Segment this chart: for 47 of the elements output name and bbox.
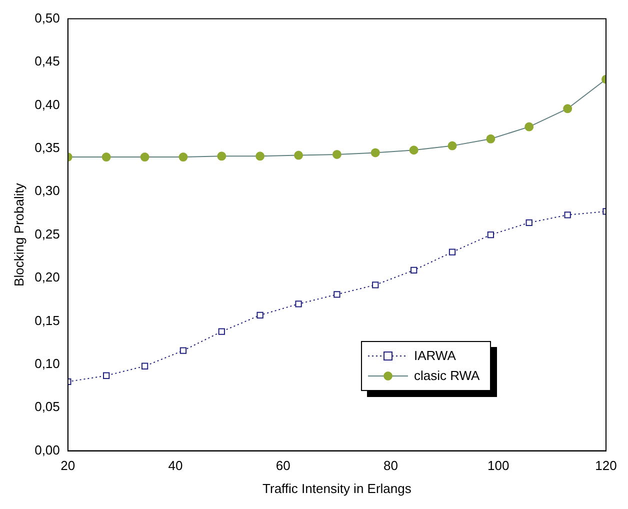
x-tick-label: 60 [276,458,290,474]
y-axis-title: Blocking Probality [11,182,26,286]
x-tick-label: 120 [595,458,617,474]
y-tick-label: 0,05 [34,399,60,414]
point [372,282,379,288]
legend-label: IARWA [414,348,456,364]
point [256,312,264,318]
y-tick-label: 0,50 [34,10,60,26]
point [332,150,342,159]
point [334,291,340,298]
y-tick-label: 0,25 [34,226,60,242]
point [294,150,304,160]
y-tick-label: 0,30 [34,183,60,198]
x-tick-label: 40 [168,458,183,474]
point [564,212,571,218]
y-tick-label: 0,00 [34,442,60,458]
legend-label: clasic RWA [414,368,480,384]
y-tick-label: 0,40 [34,96,60,112]
point [486,134,496,144]
x-tick-label: 100 [488,458,510,474]
y-tick-label: 0,20 [34,270,60,285]
point [410,266,418,274]
y-tick-label: 0,45 [34,54,60,69]
y-tick-label: 0,35 [34,140,60,155]
point [178,152,188,162]
y-tick-label: 0,15 [34,312,60,328]
point [141,362,148,370]
point [102,372,110,379]
point [448,248,456,256]
point [140,152,150,162]
point [524,122,534,132]
point [448,141,457,150]
point [102,152,111,162]
point [563,104,572,114]
x-axis-title: Traffic Intensity in Erlangs [262,480,412,496]
point [526,219,532,226]
y-tick-label: 0,10 [34,356,60,371]
point [180,347,187,354]
x-tick-label: 80 [384,458,398,474]
point [409,146,418,155]
point [217,152,226,161]
point [218,328,225,335]
point [256,152,265,161]
point [295,300,302,308]
point [370,148,380,158]
point [487,231,494,238]
x-tick-label: 20 [60,458,76,474]
